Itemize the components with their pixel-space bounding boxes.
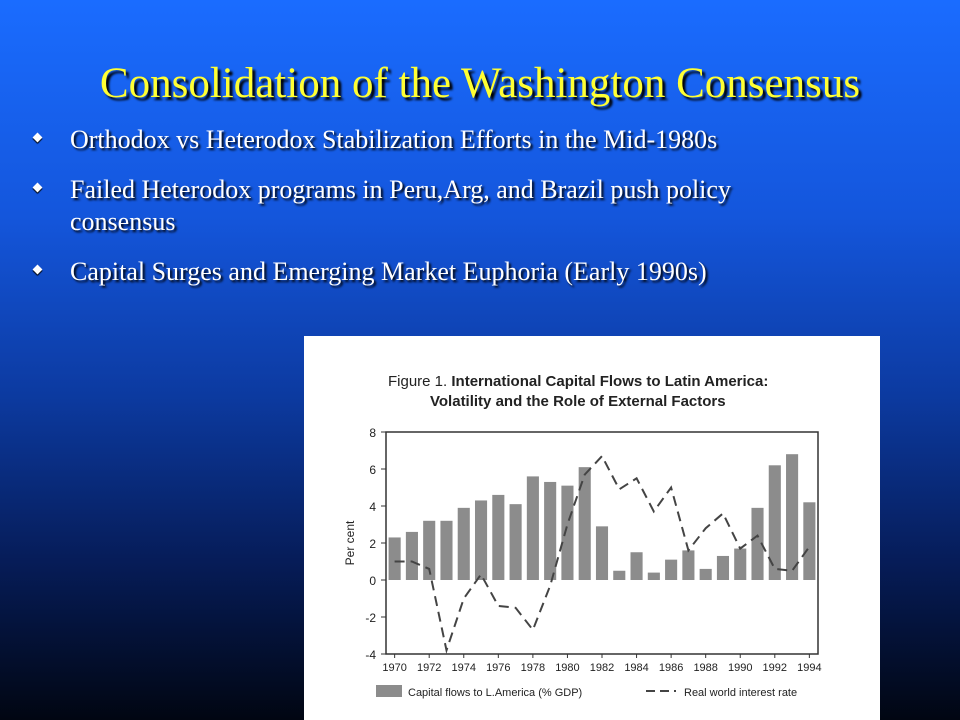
bar — [665, 559, 678, 580]
bar — [751, 507, 764, 580]
x-tick-label: 1982 — [590, 662, 614, 674]
bullet-text: Failed Heterodox programs in Peru,Arg, a… — [70, 175, 731, 236]
bar — [803, 502, 816, 580]
x-tick-label: 1970 — [382, 662, 406, 674]
bar — [561, 485, 574, 580]
bar — [768, 465, 781, 580]
bar — [734, 548, 747, 580]
bullet-item: Orthodox vs Heterodox Stabilization Effo… — [32, 124, 804, 156]
legend-label-interest-rate: Real world interest rate — [684, 687, 797, 699]
bar — [630, 552, 643, 580]
figure-title: Figure 1. International Capital Flows to… — [388, 372, 818, 392]
x-tick-label: 1986 — [659, 662, 683, 674]
x-tick-label: 1990 — [728, 662, 752, 674]
bar — [578, 467, 591, 580]
x-tick-label: 1978 — [521, 662, 545, 674]
bar — [526, 476, 539, 580]
y-tick-label: -4 — [365, 648, 376, 662]
bar — [423, 520, 436, 580]
bar — [440, 520, 453, 580]
y-axis-label: Per cent — [343, 520, 357, 565]
bar — [405, 531, 418, 580]
bullet-list: Orthodox vs Heterodox Stabilization Effo… — [32, 124, 804, 306]
legend-label-capital-flows: Capital flows to L.America (% GDP) — [408, 687, 582, 699]
x-tick-label: 1976 — [486, 662, 510, 674]
x-tick-label: 1988 — [693, 662, 717, 674]
figure-title-line2: Volatility and the Role of External Fact… — [430, 393, 726, 410]
diamond-bullet-icon — [32, 264, 43, 275]
bar — [457, 507, 470, 580]
chart-figure: Figure 1. International Capital Flows to… — [304, 336, 880, 720]
chart-svg: -4 -2 0 2 4 6 8 Per cent 1970 1972 1974 1976 1978 198… — [343, 426, 822, 699]
x-tick-label: 1984 — [624, 662, 648, 674]
series-line-real-interest-rate — [394, 454, 811, 655]
y-tick-label: 4 — [369, 500, 376, 514]
y-tick-label: -2 — [365, 611, 376, 625]
x-tick-label: 1994 — [797, 662, 821, 674]
bar — [388, 537, 401, 580]
x-tick-label: 1992 — [763, 662, 787, 674]
bar — [595, 526, 609, 580]
bar — [544, 481, 557, 580]
bullet-item: Capital Surges and Emerging Market Eupho… — [32, 256, 804, 288]
legend-swatch-bar — [376, 685, 402, 697]
bar — [786, 454, 799, 580]
bar — [492, 494, 505, 580]
bar — [699, 568, 712, 580]
bar — [716, 555, 730, 580]
y-tick-label: 2 — [369, 537, 376, 551]
diamond-bullet-icon — [32, 182, 43, 193]
x-tick-label: 1974 — [452, 662, 476, 674]
x-tick-label: 1972 — [417, 662, 441, 674]
bar — [474, 500, 488, 580]
diamond-bullet-icon — [32, 132, 43, 143]
bullet-text: Capital Surges and Emerging Market Eupho… — [70, 257, 707, 286]
bar — [682, 550, 695, 580]
figure-title-line1: International Capital Flows to Latin Ame… — [451, 373, 769, 390]
y-tick-label: 8 — [369, 426, 376, 440]
bullet-item: Failed Heterodox programs in Peru,Arg, a… — [32, 174, 804, 238]
y-tick-label: 0 — [369, 574, 376, 588]
figure-label: Figure 1. — [388, 373, 448, 390]
y-tick-label: 6 — [369, 463, 376, 477]
bar — [647, 572, 660, 580]
slide-title: Consolidation of the Washington Consensu… — [99, 60, 861, 107]
bar — [509, 504, 522, 580]
x-tick-label: 1980 — [555, 662, 579, 674]
bar — [613, 570, 626, 580]
bullet-text: Orthodox vs Heterodox Stabilization Effo… — [70, 125, 718, 154]
